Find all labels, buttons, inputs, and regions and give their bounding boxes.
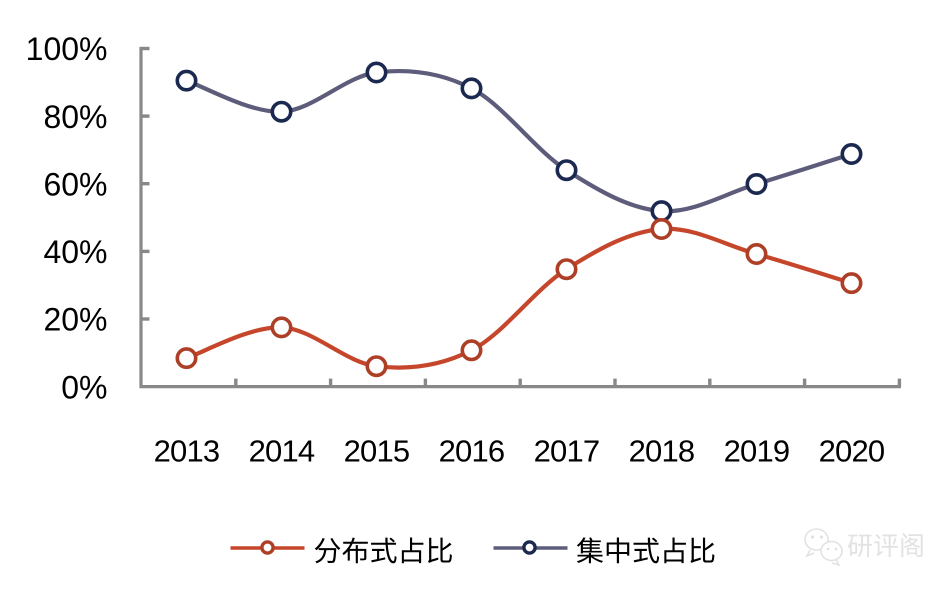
svg-text:20%: 20% (43, 302, 107, 338)
svg-text:2019: 2019 (724, 434, 790, 469)
svg-text:100%: 100% (26, 31, 108, 67)
svg-text:2017: 2017 (534, 434, 600, 469)
svg-text:2014: 2014 (249, 434, 315, 469)
svg-text:2016: 2016 (439, 434, 505, 469)
svg-text:2020: 2020 (819, 434, 885, 469)
svg-text:80%: 80% (43, 99, 107, 135)
svg-text:0%: 0% (61, 369, 107, 405)
svg-text:2013: 2013 (154, 434, 220, 469)
svg-text:40%: 40% (43, 234, 107, 270)
svg-text:60%: 60% (43, 166, 107, 202)
svg-text:2015: 2015 (344, 434, 410, 469)
svg-text:2018: 2018 (629, 434, 695, 469)
